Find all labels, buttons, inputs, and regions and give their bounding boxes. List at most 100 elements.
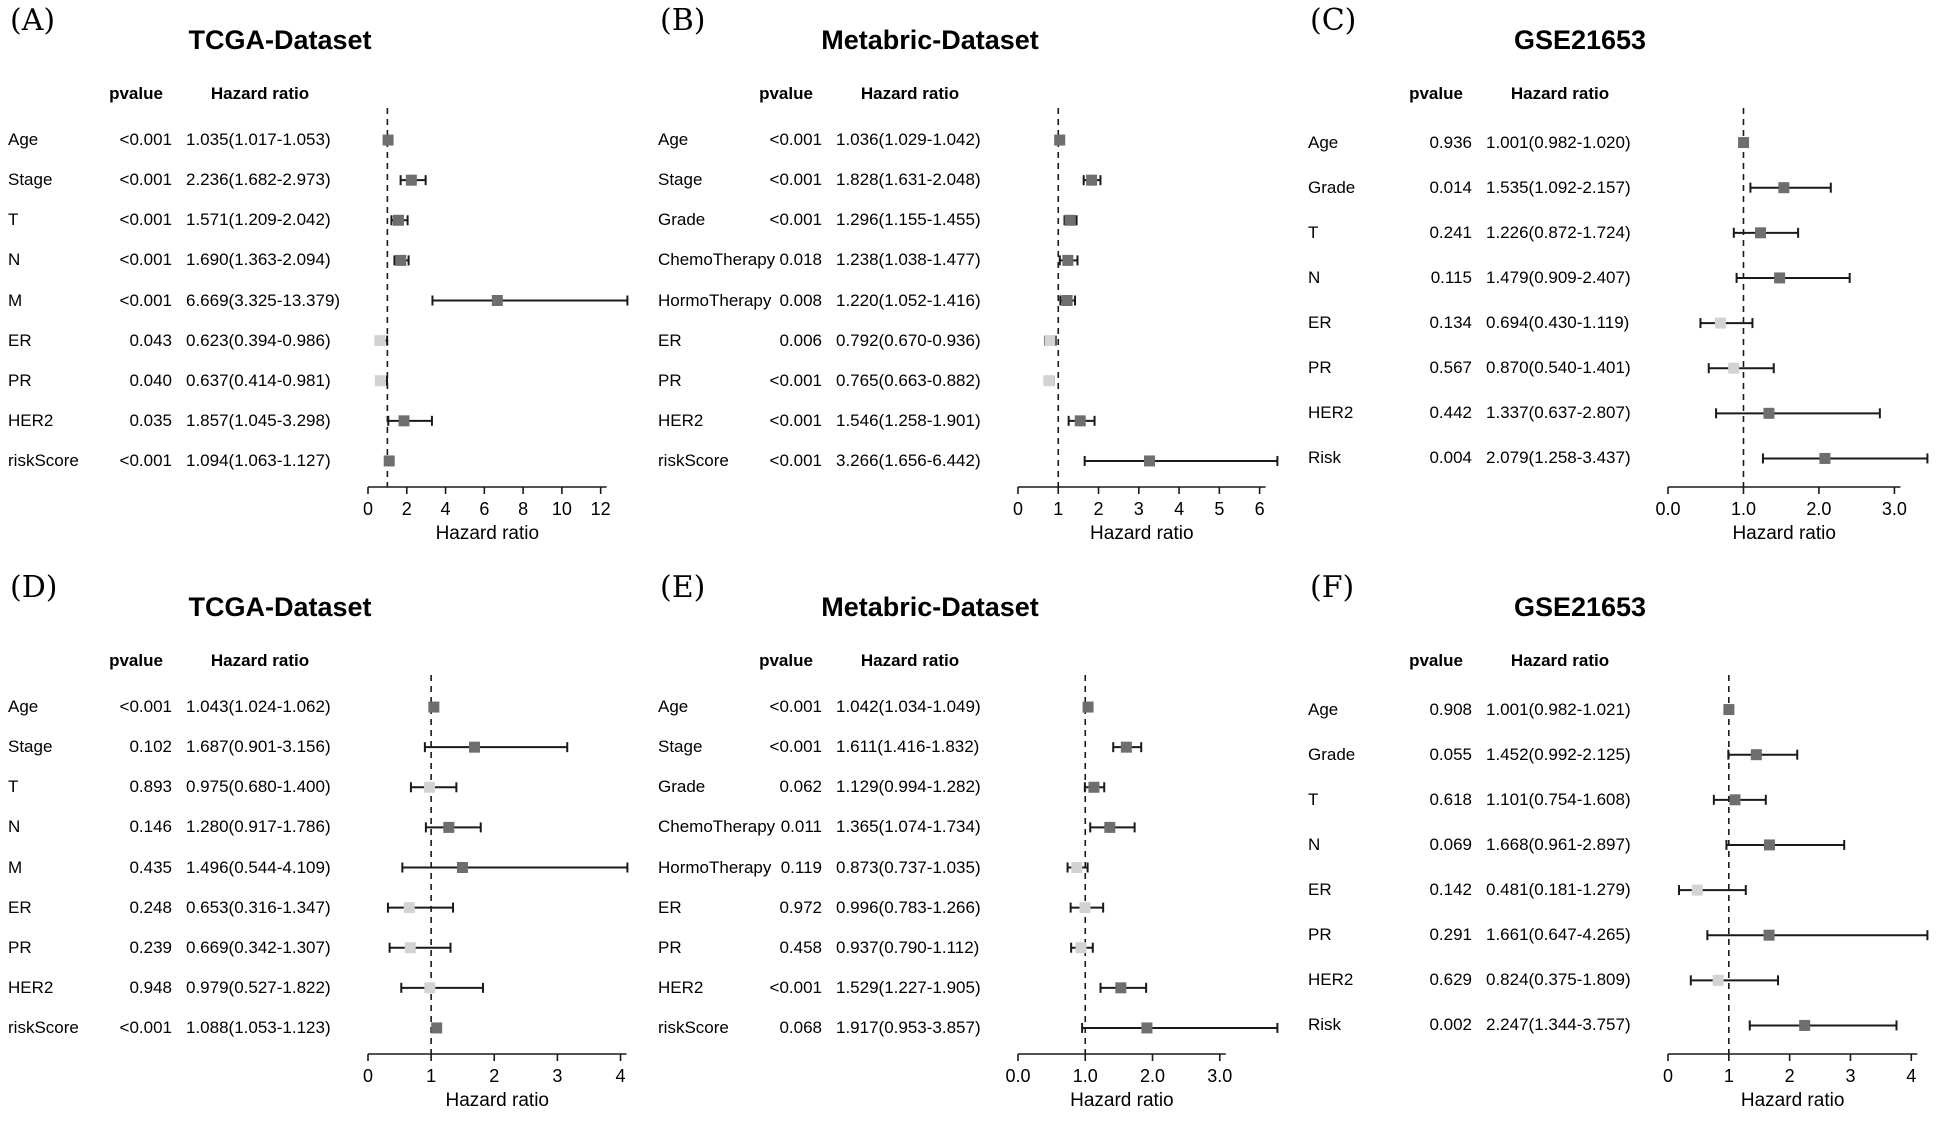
hr-marker (431, 1022, 443, 1034)
forest-panel-D: (D) TCGA-Dataset pvalue Hazard ratio Age <0.0… (0, 567, 650, 1134)
hr-marker (443, 821, 455, 833)
x-axis-tick-label: 6 (1255, 499, 1265, 519)
row-pvalue: 0.239 (129, 937, 172, 957)
row-pvalue: 0.068 (779, 1017, 822, 1037)
row-pvalue: <0.001 (769, 170, 822, 190)
row-label: T (8, 210, 19, 230)
hr-marker (1086, 174, 1098, 186)
row-pvalue: <0.001 (769, 697, 822, 717)
row-hr-text: 1.365(1.074-1.734) (836, 817, 981, 837)
row-hr-text: 2.079(1.258-3.437) (1486, 448, 1631, 468)
row-hr-text: 1.088(1.053-1.123) (186, 1017, 331, 1037)
hr-marker (1064, 214, 1076, 226)
x-axis-tick-label: 1 (426, 1066, 436, 1086)
ci-row (1063, 214, 1078, 226)
x-axis-tick-label: 2 (489, 1066, 499, 1086)
hr-marker (1062, 254, 1074, 266)
ci-row (1706, 929, 1929, 941)
row-label: Age (1308, 699, 1339, 719)
ci-row (1043, 375, 1055, 387)
hr-marker (1115, 982, 1127, 994)
row-hr-text: 1.296(1.155-1.455) (836, 210, 981, 230)
row-pvalue: 0.142 (1429, 880, 1472, 900)
row-hr-text: 2.247(1.344-3.757) (1486, 1015, 1631, 1035)
ci-row (1735, 272, 1851, 284)
row-hr-text: 0.870(0.540-1.401) (1486, 358, 1631, 378)
hr-marker (1054, 134, 1066, 146)
row-hr-text: 1.226(0.872-1.724) (1486, 222, 1631, 242)
hr-marker (1755, 227, 1767, 239)
hr-marker (1691, 884, 1703, 896)
ci-row (1067, 415, 1096, 427)
row-pvalue: 0.936 (1429, 132, 1472, 152)
column-header-hazard-ratio: Hazard ratio (860, 651, 960, 670)
row-hr-text: 1.043(1.024-1.062) (186, 697, 331, 717)
row-pvalue: 0.972 (779, 897, 822, 917)
forest-plot-canvas: 0 1 2 3 4 (1663, 675, 1929, 1086)
row-hr-text: 1.857(1.045-3.298) (186, 410, 331, 430)
row-pvalue: <0.001 (119, 130, 172, 150)
ci-row (1081, 1022, 1279, 1034)
x-axis-tick-label: 3 (1134, 499, 1144, 519)
row-label: ChemoTherapy (658, 250, 776, 270)
ci-row (1732, 227, 1800, 239)
row-label: Age (658, 697, 689, 717)
row-label: HER2 (1308, 970, 1354, 990)
forest-panel-B: (B) Metabric-Dataset pvalue Hazard ratio Age… (650, 0, 1300, 567)
row-hr-text: 1.917(0.953-3.857) (836, 1017, 981, 1037)
row-pvalue: <0.001 (769, 210, 822, 230)
row-pvalue: <0.001 (769, 450, 822, 470)
column-header-hazard-ratio: Hazard ratio (210, 84, 310, 103)
row-pvalue: <0.001 (119, 290, 172, 310)
ci-row (383, 455, 395, 467)
row-label: HormoTherapy (658, 857, 772, 877)
row-pvalue: 0.146 (129, 817, 172, 837)
row-pvalue: <0.001 (769, 410, 822, 430)
ci-row (1689, 974, 1780, 986)
row-hr-text: 1.687(0.901-3.156) (186, 737, 331, 757)
panel-letter: (C) (1310, 3, 1357, 38)
row-label: N (1308, 267, 1321, 287)
x-axis-tick-label: 4 (616, 1066, 626, 1086)
column-header-pvalue: pvalue (109, 84, 163, 103)
column-header-hazard-ratio: Hazard ratio (1510, 651, 1610, 670)
row-pvalue: <0.001 (769, 370, 822, 390)
row-label: N (8, 817, 21, 837)
hr-marker (398, 415, 410, 427)
row-hr-text: 0.765(0.663-0.882) (836, 370, 981, 390)
ci-row (1082, 701, 1094, 713)
row-hr-text: 1.042(1.034-1.049) (836, 697, 981, 717)
ci-row (431, 1022, 443, 1034)
row-hr-text: 1.661(0.647-4.265) (1486, 925, 1631, 945)
row-pvalue: <0.001 (119, 697, 172, 717)
row-hr-text: 1.535(1.092-2.157) (1486, 177, 1631, 197)
row-hr-text: 1.035(1.017-1.053) (186, 130, 331, 150)
ci-row (409, 781, 458, 793)
row-pvalue: <0.001 (769, 737, 822, 757)
row-pvalue: 0.062 (779, 777, 822, 797)
ci-row (1083, 781, 1106, 793)
row-hr-text: 0.481(0.181-1.279) (1486, 880, 1631, 900)
x-axis-tick-label: 3.0 (1882, 499, 1907, 519)
row-hr-text: 0.792(0.670-0.936) (836, 330, 981, 350)
row-label: Grade (658, 210, 706, 230)
row-hr-text: 0.824(0.375-1.809) (1486, 970, 1631, 990)
row-label: Stage (8, 170, 53, 190)
forest-plot-canvas: 0.0 1.0 2.0 3.0 (1005, 675, 1279, 1086)
row-label: Age (8, 130, 39, 150)
hr-marker (1738, 137, 1750, 149)
ci-row (1738, 137, 1750, 149)
hr-marker (374, 335, 386, 347)
x-axis-title: Hazard ratio (445, 1090, 550, 1111)
row-label: PR (8, 937, 32, 957)
forest-panel-C: (C) GSE21653 pvalue Hazard ratio Age 0.936 1.0… (1300, 0, 1950, 567)
hr-marker (404, 942, 416, 954)
row-label: Grade (658, 777, 706, 797)
row-label: Stage (658, 170, 703, 190)
hr-marker (491, 295, 503, 306)
ci-row (401, 862, 629, 873)
row-label: PR (8, 370, 32, 390)
row-label: Risk (1308, 1015, 1342, 1035)
forest-panel-E: (E) Metabric-Dataset pvalue Hazard ratio Age… (650, 567, 1300, 1134)
x-axis-tick-label: 12 (591, 499, 611, 519)
